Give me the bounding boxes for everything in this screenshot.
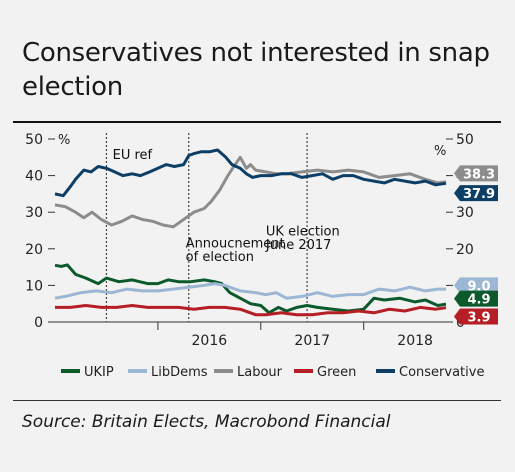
chart-title: Conservatives not interested in snap ele… <box>22 38 490 102</box>
x-tick-label: 2018 <box>397 333 433 349</box>
series-line-libdems <box>54 282 446 300</box>
end-value-tag-conservative <box>454 185 498 202</box>
end-value-tag-green <box>454 308 498 325</box>
y-tick-label-left: 30 <box>25 205 43 221</box>
legend-label-libdems: LibDems <box>151 365 208 380</box>
y-tick-label-left: 50 <box>25 132 43 148</box>
y-unit-right: % <box>434 144 446 159</box>
annotation: Annoucnement <box>186 237 285 252</box>
end-value-label-labour: 38.3 <box>463 167 495 182</box>
legend-label-ukip: UKIP <box>84 365 114 380</box>
y-tick-label-left: 20 <box>25 242 43 258</box>
x-tick-label: 2016 <box>192 333 228 349</box>
series-line-green <box>55 304 447 317</box>
series-line-labour <box>54 155 447 229</box>
end-value-tag-libdems <box>454 277 498 294</box>
y-tick-label-right: 30 <box>456 205 474 221</box>
legend-label-green: Green <box>317 365 356 380</box>
y-tick-label-right: 20 <box>456 242 474 258</box>
end-value-label-green: 3.9 <box>467 311 490 326</box>
annotation: June 2017 <box>265 238 332 253</box>
annotation: EU ref <box>113 148 153 163</box>
title-rule <box>13 121 501 123</box>
legend-label-conservative: Conservative <box>399 365 484 380</box>
y-unit-left: % <box>58 133 70 148</box>
y-tick-label-right: 50 <box>456 132 474 148</box>
y-tick-label-left: 40 <box>25 169 43 185</box>
annotation: UK election <box>266 225 340 240</box>
end-value-tag-ukip <box>454 290 498 307</box>
footer-rule <box>13 400 501 401</box>
y-tick-label-left: 10 <box>25 278 43 294</box>
end-value-label-conservative: 37.9 <box>463 187 495 202</box>
annotation: of election <box>186 250 254 265</box>
series-line-ukip <box>54 263 447 315</box>
end-value-tag-labour <box>454 165 498 182</box>
source-note: Source: Britain Elects, Macrobond Financ… <box>22 412 391 432</box>
legend-label-labour: Labour <box>237 365 283 380</box>
end-value-label-ukip: 4.9 <box>467 293 490 308</box>
y-tick-label-left: 0 <box>34 315 43 331</box>
x-tick-label: 2017 <box>294 333 330 349</box>
series-line-conservative <box>54 148 447 198</box>
